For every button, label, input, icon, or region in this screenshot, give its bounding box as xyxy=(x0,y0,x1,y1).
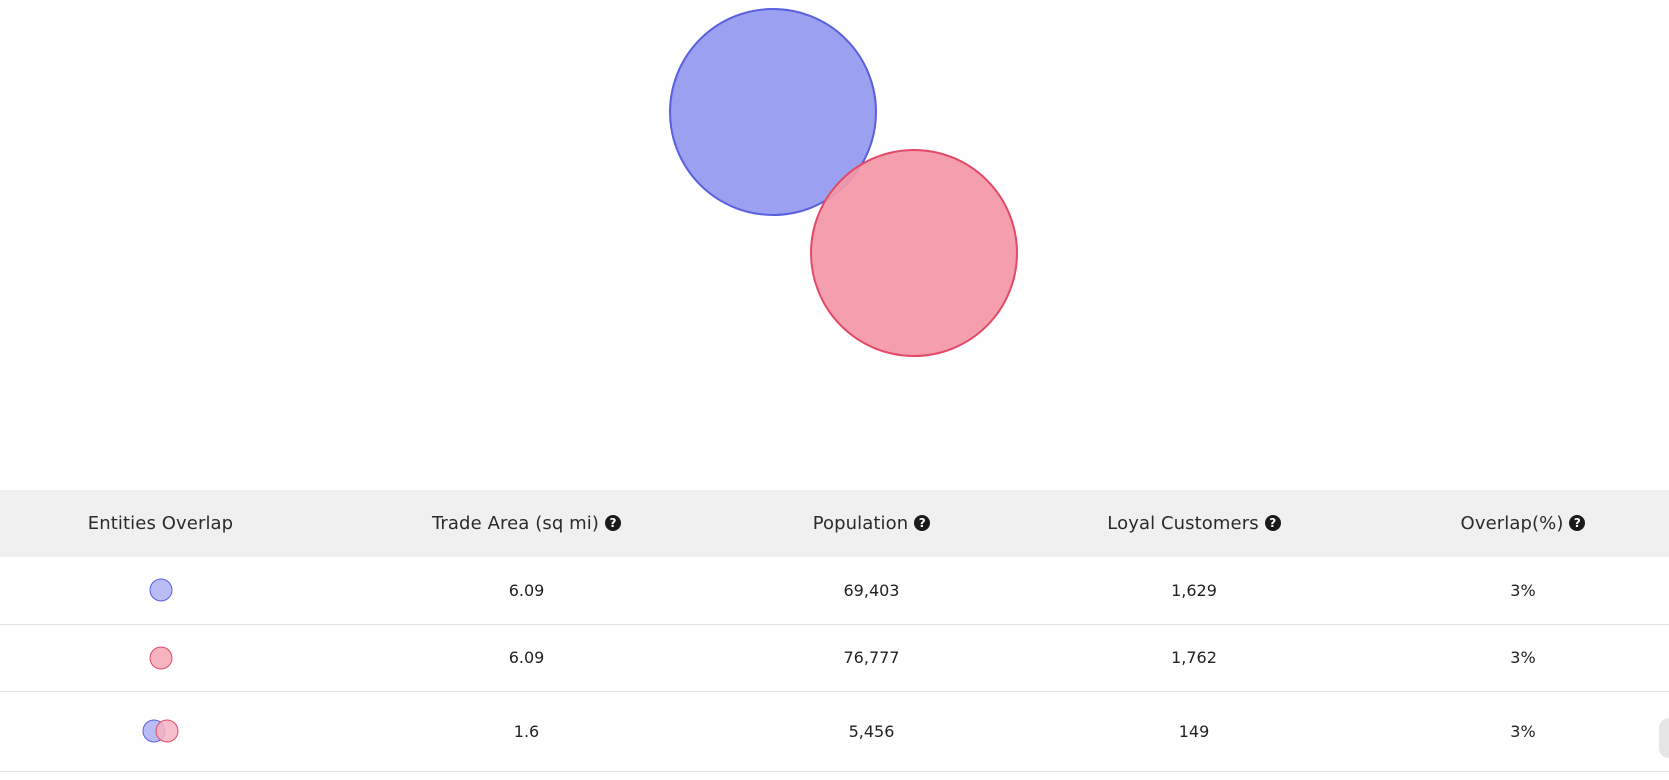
header-trade-area: Trade Area (sq mi)? xyxy=(321,490,732,557)
entity-b-circle[interactable] xyxy=(810,149,1018,357)
question-circle-icon[interactable]: ? xyxy=(1264,515,1281,531)
loyal-customers-cell: 149 xyxy=(1178,721,1210,741)
header-label: Entities Overlap xyxy=(87,513,234,534)
header-population: Population? xyxy=(732,490,1011,557)
entity-cell xyxy=(0,691,321,771)
header-label: Population xyxy=(812,513,909,534)
loyal-customers-cell: 1,629 xyxy=(1171,580,1217,600)
entity-cell xyxy=(0,557,321,624)
entity-cell xyxy=(0,624,321,691)
trade-area-cell: 1.6 xyxy=(513,721,540,741)
table-header: Entities Overlap Trade Area (sq mi)? Pop… xyxy=(0,490,1669,557)
table-row: 6.09 76,777 1,762 3% xyxy=(0,624,1669,691)
table-row: 6.09 69,403 1,629 3% xyxy=(0,557,1669,624)
loyal-customers-cell: 1,762 xyxy=(1171,648,1217,667)
trade-area-cell: 6.09 xyxy=(508,648,545,667)
header-entities-overlap: Entities Overlap xyxy=(0,490,321,557)
population-cell: 5,456 xyxy=(848,721,895,741)
header-label: Trade Area (sq mi) xyxy=(431,513,600,534)
header-label: Loyal Customers xyxy=(1107,513,1259,534)
overlap-cell: 3% xyxy=(1510,580,1536,600)
question-circle-icon[interactable]: ? xyxy=(914,515,931,531)
scroll-handle[interactable] xyxy=(1659,718,1669,758)
entity-a-circle[interactable] xyxy=(669,8,877,216)
overlap-dots-icon xyxy=(142,719,178,743)
venn-diagram xyxy=(669,8,1018,357)
overlap-cell: 3% xyxy=(1510,721,1536,741)
header-overlap-percent: Overlap(%)? xyxy=(1377,490,1669,557)
population-cell: 69,403 xyxy=(843,580,900,600)
entity-a-dot-icon xyxy=(149,578,172,602)
header-loyal-customers: Loyal Customers? xyxy=(1011,490,1377,557)
header-label: Overlap(%) xyxy=(1460,513,1564,534)
overlap-table: Entities Overlap Trade Area (sq mi)? Pop… xyxy=(0,490,1669,772)
entity-b-dot-icon xyxy=(149,646,172,669)
table-row: 1.6 5,456 149 3% xyxy=(0,691,1669,771)
question-circle-icon[interactable]: ? xyxy=(1569,515,1586,531)
trade-area-cell: 6.09 xyxy=(508,580,545,600)
question-circle-icon[interactable]: ? xyxy=(605,515,622,531)
population-cell: 76,777 xyxy=(843,648,900,667)
overlap-cell: 3% xyxy=(1510,648,1536,667)
overlap-table-container: Entities Overlap Trade Area (sq mi)? Pop… xyxy=(0,490,1669,772)
